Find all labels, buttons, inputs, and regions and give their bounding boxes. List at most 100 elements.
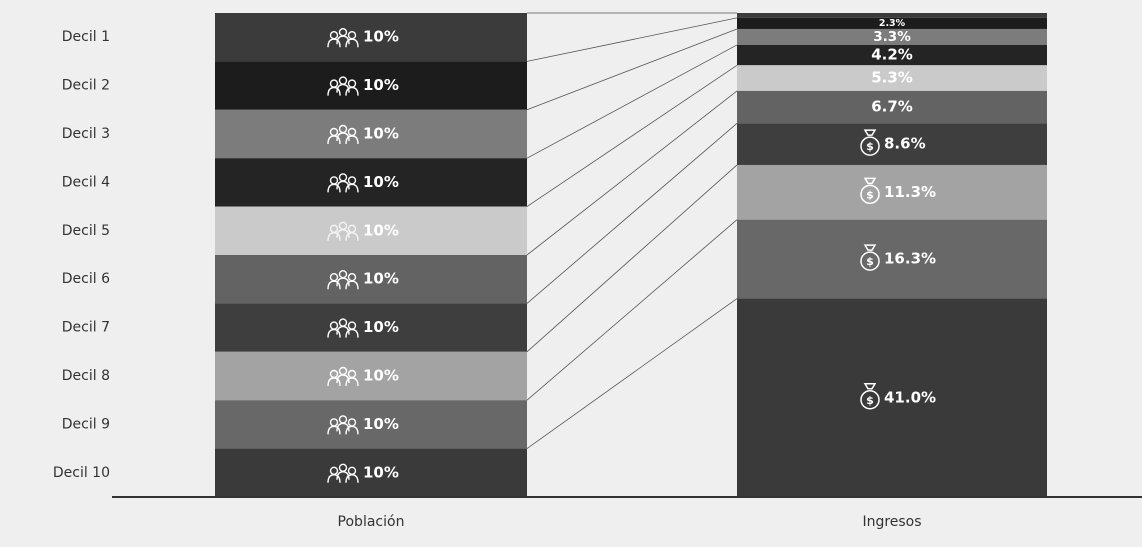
- bar-segment: [737, 219, 1047, 299]
- value-label: 16.3%: [884, 250, 936, 268]
- bar-segment: [215, 400, 527, 449]
- connector: [526, 164, 738, 353]
- value-label: 5.3%: [871, 69, 913, 87]
- x-tick-label: Ingresos: [862, 514, 921, 530]
- money-icon: $: [860, 383, 880, 410]
- icon-part: [327, 328, 341, 338]
- money-icon: $: [860, 129, 880, 156]
- value-label: 10%: [363, 221, 399, 239]
- value-label: 3.3%: [873, 29, 911, 45]
- value-label: 11.3%: [884, 183, 936, 201]
- legend-label: Decil 7: [62, 320, 110, 336]
- value-label: 10%: [363, 270, 399, 288]
- value-label: 2.3%: [879, 18, 906, 29]
- icon-part: [336, 471, 350, 480]
- icon-part: [336, 422, 350, 432]
- value-label: 10%: [363, 463, 399, 481]
- people-icon: [327, 76, 359, 96]
- icon-part: [336, 35, 350, 45]
- connector: [526, 90, 738, 256]
- money-icon: $: [860, 244, 880, 271]
- bar-segment: [215, 206, 527, 255]
- icon-part: [345, 425, 359, 435]
- value-label: 4.2%: [871, 46, 913, 64]
- people-icon: [327, 28, 359, 48]
- value-label: 10%: [363, 76, 399, 94]
- legend-label: Decil 8: [62, 368, 110, 384]
- people-icon: [327, 463, 359, 483]
- bar-segment: [215, 61, 527, 110]
- value-label: 10%: [363, 318, 399, 336]
- x-tick-label: Población: [338, 514, 405, 530]
- bar-segment: [737, 123, 1047, 165]
- icon-part: [327, 377, 341, 387]
- icon-part: [345, 280, 359, 290]
- icon-part: $: [866, 394, 874, 407]
- icon-part: $: [866, 188, 874, 201]
- bar-segment: [737, 65, 1047, 91]
- icon-part: [860, 251, 880, 271]
- icon-part: [336, 229, 350, 238]
- icon-part: [336, 325, 350, 335]
- connector: [526, 17, 738, 62]
- people-icon: [327, 124, 359, 145]
- icon-part: [327, 135, 341, 145]
- value-label: 10%: [363, 173, 399, 191]
- icon-part: [336, 132, 350, 142]
- bar-segment: [215, 109, 527, 159]
- value-label: 10%: [363, 125, 399, 143]
- bar-segment: [737, 164, 1047, 220]
- connector: [526, 64, 738, 207]
- legend-label: Decil 3: [62, 126, 110, 142]
- bar-segment: [737, 28, 1047, 45]
- icon-part: [327, 183, 341, 193]
- people-icon: [327, 270, 359, 290]
- icon-part: [327, 232, 341, 241]
- people-icon: [327, 318, 359, 338]
- connector: [526, 298, 738, 449]
- icon-part: [863, 177, 877, 185]
- icon-part: [336, 180, 350, 190]
- bar-segment: [215, 303, 527, 352]
- value-label: 10%: [363, 415, 399, 433]
- legend-label: Decil 1: [62, 29, 110, 45]
- connector: [526, 44, 738, 159]
- icon-part: [863, 244, 877, 251]
- icon-part: [345, 474, 359, 483]
- icon-part: [327, 280, 341, 290]
- icon-part: [327, 38, 341, 48]
- value-label: 10%: [363, 28, 399, 46]
- value-label: 41.0%: [884, 388, 936, 406]
- icon-part: [863, 383, 877, 390]
- icon-part: [327, 474, 341, 483]
- icon-part: [336, 83, 350, 93]
- icon-part: [336, 374, 350, 384]
- bar-segment: [215, 448, 527, 497]
- people-icon: [327, 221, 359, 241]
- bar-segment: [215, 255, 527, 304]
- people-icon: [327, 415, 359, 435]
- icon-part: [860, 184, 880, 205]
- people-icon: [327, 173, 359, 193]
- icon-part: $: [866, 255, 874, 268]
- legend-label: Decil 2: [62, 78, 110, 94]
- bar-segment: [737, 44, 1047, 66]
- people-icon: [327, 366, 359, 387]
- icon-part: [345, 328, 359, 338]
- icon-part: [345, 86, 359, 96]
- legend-label: Decil 5: [62, 223, 110, 239]
- bar-segment: [737, 17, 1047, 29]
- money-icon: $: [860, 177, 880, 205]
- icon-part: [345, 38, 359, 48]
- icon-part: [327, 425, 341, 435]
- icon-part: [345, 377, 359, 387]
- icon-part: [863, 129, 877, 136]
- icon-part: [336, 277, 350, 287]
- connector: [526, 28, 738, 111]
- icon-part: [345, 183, 359, 193]
- connector: [526, 219, 738, 401]
- icon-part: [860, 390, 880, 410]
- icon-part: [345, 232, 359, 241]
